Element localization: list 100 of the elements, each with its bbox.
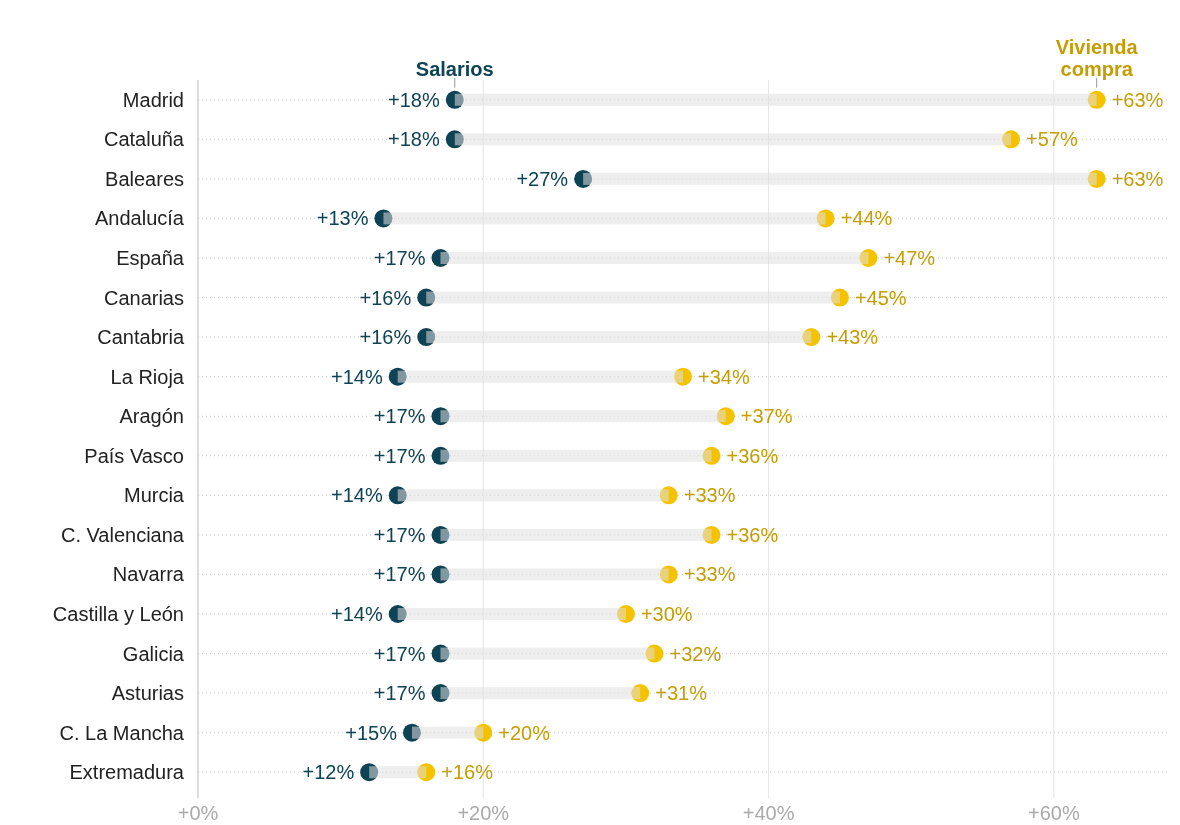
y-tick-label: Aragón (119, 405, 184, 428)
bar (383, 212, 826, 225)
point (659, 486, 678, 505)
point (816, 209, 835, 228)
data-label: +20% (498, 721, 551, 744)
point (431, 684, 450, 703)
point (1087, 90, 1106, 109)
point (802, 328, 821, 347)
series-label: Vivienda compra (1055, 35, 1139, 80)
point (417, 763, 436, 782)
data-label: +18% (388, 128, 440, 151)
bar (369, 766, 427, 779)
bar (440, 449, 712, 462)
data-label: +14% (330, 365, 383, 388)
point (859, 249, 878, 267)
point (616, 605, 635, 623)
x-tick-label: +60% (1028, 802, 1080, 824)
data-label: +17% (373, 405, 426, 428)
point (474, 723, 493, 742)
y-tick-label: Murcia (123, 484, 185, 507)
point (716, 407, 735, 426)
point (402, 723, 421, 742)
data-label: +27% (516, 167, 569, 190)
point (374, 209, 393, 228)
data-label: +16% (441, 761, 494, 784)
point (702, 525, 721, 544)
point (360, 763, 379, 782)
data-label: +45% (854, 286, 907, 309)
data-label: +16% (359, 286, 412, 309)
y-tick-label: España (116, 247, 185, 269)
bar (440, 568, 669, 581)
data-label: +31% (655, 682, 708, 705)
y-tick-label: C. La Mancha (59, 721, 185, 744)
bar (583, 172, 1097, 185)
point (431, 525, 450, 544)
point (431, 565, 450, 584)
data-label: +17% (373, 682, 426, 705)
bar (440, 687, 641, 700)
data-label: +17% (373, 444, 426, 467)
y-tick-label: Extremadura (69, 761, 185, 784)
bar (440, 252, 869, 264)
data-label: +33% (683, 563, 736, 586)
point (1087, 169, 1106, 188)
bar (454, 133, 1012, 146)
bar (397, 489, 669, 502)
data-label: +14% (330, 603, 383, 625)
point (445, 90, 464, 109)
y-tick-label: Galicia (122, 642, 185, 665)
y-tick-label: Canarias (103, 286, 184, 309)
data-label: +33% (683, 484, 736, 507)
data-label: +30% (640, 603, 693, 625)
point (431, 407, 450, 426)
y-tick-label: C. Valenciana (60, 523, 185, 546)
data-label: +63% (1111, 167, 1164, 190)
y-tick-label: Madrid (122, 88, 184, 111)
point (417, 328, 436, 347)
y-tick-label: Cantabria (97, 326, 185, 349)
point (445, 130, 464, 149)
point (674, 367, 692, 386)
point (431, 644, 450, 663)
data-label: +63% (1111, 88, 1164, 111)
point (659, 565, 678, 584)
point (417, 288, 436, 307)
bar (440, 528, 712, 541)
bar (411, 726, 484, 739)
data-label: +17% (373, 247, 426, 269)
point (1002, 130, 1021, 149)
data-label: +13% (316, 207, 369, 230)
point (431, 249, 450, 267)
point (431, 446, 450, 465)
x-tick-label: +0% (177, 802, 219, 824)
y-tick-label: Andalucía (95, 207, 185, 230)
y-tick-label: La Rioja (110, 365, 185, 388)
point (388, 367, 407, 386)
point (702, 446, 721, 465)
data-label: +43% (826, 326, 879, 349)
data-label: +16% (359, 326, 412, 349)
series-label: Salarios (415, 57, 494, 80)
point (388, 486, 407, 505)
y-tick-label: Cataluña (103, 128, 185, 151)
data-label: +36% (726, 523, 779, 546)
data-label: +17% (373, 563, 426, 586)
point (631, 684, 650, 703)
data-label: +44% (840, 207, 893, 230)
data-label: +34% (698, 365, 750, 388)
bar (426, 331, 812, 344)
bar (397, 608, 626, 620)
data-label: +47% (883, 247, 936, 269)
bar (440, 410, 726, 423)
data-label: +12% (302, 761, 355, 784)
data-label: +14% (330, 484, 383, 507)
data-label: +17% (373, 523, 426, 546)
x-tick-label: +20% (457, 802, 510, 824)
data-label: +18% (388, 88, 440, 111)
x-tick-label: +40% (742, 802, 795, 824)
data-label: +57% (1026, 128, 1079, 151)
point (574, 169, 593, 188)
data-label: +32% (669, 642, 722, 665)
data-label: +15% (345, 721, 398, 744)
point (830, 288, 849, 307)
